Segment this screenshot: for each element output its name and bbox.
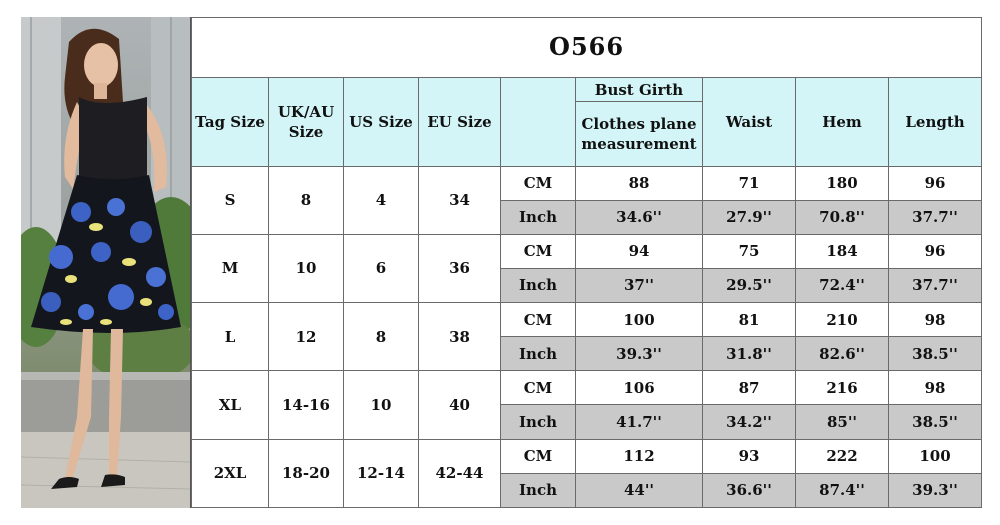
unit-cm-cell: CM [500,302,576,338]
chart-title: O566 [190,16,983,79]
length-inch-cell: 37.7'' [887,199,983,235]
table-row: Inch 34.6'' 27.9'' 70.8'' 37.7'' [192,199,983,235]
uk-au-size-cell: 8 [268,165,344,235]
waist-cm-cell: 71 [702,165,796,201]
us-size-cell: 12-14 [343,438,419,509]
table-row: XL 14-16 10 40 CM 106 87 216 98 [191,370,983,440]
tag-size-cell: L [191,302,269,372]
table-row: Inch 41.7'' 34.2'' 85'' 38.5'' [192,404,983,440]
bust-cm-cell: 100 [575,302,703,338]
hem-cm-cell: 180 [795,165,889,201]
waist-cm-cell: 87 [702,370,796,406]
uk-au-size-cell: 12 [268,302,344,372]
hem-inch-cell: 70.8'' [795,199,889,235]
hem-cm-cell: 184 [795,233,889,269]
table-row: M 10 6 36 CM 94 75 184 96 [191,233,983,304]
header-uk-au-size: UK/AU Size [268,77,344,167]
header-tag-size: Tag Size [191,77,269,167]
us-size-cell: 4 [343,165,419,235]
tag-size-cell: 2XL [191,438,269,509]
unit-cm-cell: CM [500,370,576,406]
header-eu-size: EU Size [418,77,501,167]
unit-inch-cell: Inch [500,199,576,235]
header-bust-sub-line1: Clothes plane [581,114,697,133]
length-cm-cell: 98 [887,302,983,338]
us-size-cell: 8 [343,302,419,372]
eu-size-cell: 38 [418,302,501,372]
bust-inch-cell: 44'' [575,472,703,509]
table-row: Inch 44'' 36.6'' 87.4'' 39.3'' [192,472,983,509]
length-inch-cell: 37.7'' [887,267,983,304]
uk-au-size-cell: 10 [268,233,344,304]
waist-inch-cell: 27.9'' [702,199,796,235]
header-uk-au-line1: UK/AU [277,102,335,121]
tag-size-cell: S [191,165,269,235]
bust-inch-cell: 34.6'' [575,199,703,235]
header-length: Length [887,77,983,167]
hem-inch-cell: 85'' [795,404,889,440]
hem-inch-cell: 72.4'' [795,267,889,304]
bust-inch-cell: 39.3'' [575,336,703,372]
header-hem: Hem [795,77,889,167]
bust-inch-cell: 41.7'' [575,404,703,440]
header-bust-girth: Bust Girth [575,77,703,103]
length-inch-cell: 38.5'' [887,336,983,372]
hem-inch-cell: 82.6'' [795,336,889,372]
length-inch-cell: 38.5'' [887,404,983,440]
eu-size-cell: 36 [418,233,501,304]
size-chart-table: O566 Tag Size UK/AU Size US Size EU Size… [190,16,983,509]
waist-inch-cell: 29.5'' [702,267,796,304]
bust-inch-cell: 37'' [575,267,703,304]
tag-size-cell: M [191,233,269,304]
table-row: S 8 4 34 CM 88 71 180 96 [191,165,983,235]
waist-inch-cell: 34.2'' [702,404,796,440]
bust-cm-cell: 106 [575,370,703,406]
model-photo [21,17,191,508]
table-row: 2XL 18-20 12-14 42-44 CM 112 93 222 100 [191,438,983,509]
unit-cm-cell: CM [500,438,576,474]
unit-inch-cell: Inch [500,472,576,509]
length-cm-cell: 96 [887,165,983,201]
length-cm-cell: 100 [887,438,983,474]
hem-inch-cell: 87.4'' [795,472,889,509]
header-bust-sub-line2: measurement [581,134,697,153]
eu-size-cell: 34 [418,165,501,235]
us-size-cell: 6 [343,233,419,304]
us-size-cell: 10 [343,370,419,440]
waist-cm-cell: 81 [702,302,796,338]
unit-inch-cell: Inch [500,404,576,440]
bust-cm-cell: 112 [575,438,703,474]
table-row: Inch 37'' 29.5'' 72.4'' 37.7'' [192,267,983,304]
table-row: L 12 8 38 CM 100 81 210 98 [191,302,983,372]
hem-cm-cell: 210 [795,302,889,338]
uk-au-size-cell: 14-16 [268,370,344,440]
unit-cm-cell: CM [500,165,576,201]
eu-size-cell: 42-44 [418,438,501,509]
table-row: Inch 39.3'' 31.8'' 82.6'' 38.5'' [192,336,983,372]
hem-cm-cell: 216 [795,370,889,406]
header-us-size: US Size [343,77,419,167]
length-cm-cell: 98 [887,370,983,406]
eu-size-cell: 40 [418,370,501,440]
unit-inch-cell: Inch [500,336,576,372]
length-inch-cell: 39.3'' [887,472,983,509]
uk-au-size-cell: 18-20 [268,438,344,509]
unit-inch-cell: Inch [500,267,576,304]
waist-inch-cell: 31.8'' [702,336,796,372]
header-uk-au-line2: Size [288,122,324,141]
waist-cm-cell: 93 [702,438,796,474]
header-bust-subtitle: Clothes plane measurement [575,101,703,167]
tag-size-cell: XL [191,370,269,440]
length-cm-cell: 96 [887,233,983,269]
waist-inch-cell: 36.6'' [702,472,796,509]
header-unit-blank [500,77,576,167]
unit-cm-cell: CM [500,233,576,269]
bust-cm-cell: 88 [575,165,703,201]
bust-cm-cell: 94 [575,233,703,269]
waist-cm-cell: 75 [702,233,796,269]
hem-cm-cell: 222 [795,438,889,474]
header-waist: Waist [702,77,796,167]
